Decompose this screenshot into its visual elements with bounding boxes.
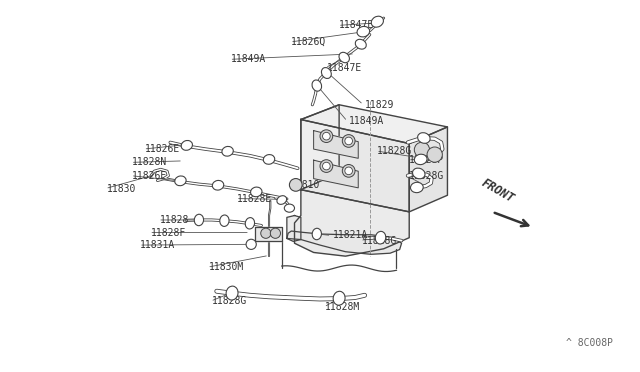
Ellipse shape [375,231,386,244]
Ellipse shape [333,291,345,305]
Text: 11849A: 11849A [231,54,266,64]
Ellipse shape [321,68,332,78]
Ellipse shape [222,147,234,156]
Text: 11828G: 11828G [378,146,413,156]
Ellipse shape [212,180,224,190]
Ellipse shape [181,141,193,150]
Ellipse shape [175,176,186,186]
Circle shape [323,132,330,140]
Polygon shape [301,105,447,144]
Circle shape [427,147,442,162]
Text: 11828F: 11828F [150,228,186,237]
Polygon shape [294,190,409,256]
Text: 11831A: 11831A [140,240,175,250]
Ellipse shape [220,215,229,227]
Text: 11826Q: 11826Q [291,37,326,47]
Ellipse shape [371,16,383,27]
Text: 11828M: 11828M [325,302,360,312]
Ellipse shape [418,133,430,143]
Text: 11829: 11829 [365,100,394,110]
Ellipse shape [277,196,287,204]
Text: 11828: 11828 [159,215,189,225]
Ellipse shape [339,52,349,63]
Text: 11828G: 11828G [212,296,247,306]
Ellipse shape [195,214,204,226]
Circle shape [342,164,355,177]
Text: 11847E: 11847E [326,63,362,73]
Text: 11821A: 11821A [333,231,368,240]
Ellipse shape [226,286,238,300]
Text: 11830M: 11830M [209,262,244,272]
Text: 11828P: 11828P [409,155,444,165]
Text: 11828G: 11828G [409,171,444,182]
Polygon shape [314,160,358,188]
Ellipse shape [413,168,425,179]
Ellipse shape [312,228,321,240]
Text: 11849A: 11849A [349,116,384,126]
Polygon shape [301,119,409,212]
Text: 11810: 11810 [291,180,321,190]
Text: 11828G: 11828G [362,235,397,246]
Polygon shape [409,127,447,212]
Text: 11847E: 11847E [339,20,374,31]
Ellipse shape [355,39,366,49]
Circle shape [289,179,302,191]
Ellipse shape [251,187,262,197]
Circle shape [320,130,333,142]
Ellipse shape [357,26,370,37]
Polygon shape [255,227,282,241]
Circle shape [270,228,280,238]
Circle shape [323,162,330,170]
Text: FRONT: FRONT [479,176,516,205]
Text: 11828E: 11828E [237,193,273,203]
Circle shape [246,239,256,249]
Circle shape [342,135,355,147]
Ellipse shape [410,182,423,193]
Ellipse shape [284,204,294,212]
Ellipse shape [245,218,255,229]
Ellipse shape [414,154,427,165]
Text: ^ 8C008P: ^ 8C008P [566,338,613,348]
Circle shape [414,142,429,157]
Ellipse shape [263,155,275,164]
Circle shape [320,160,333,172]
Polygon shape [301,105,339,190]
Circle shape [260,228,271,238]
Polygon shape [287,231,401,254]
Text: 11826E: 11826E [132,171,167,181]
Text: 11830: 11830 [106,184,136,193]
Text: 11826E: 11826E [145,144,180,154]
Text: 11828N: 11828N [132,157,167,167]
Circle shape [345,167,353,175]
Circle shape [345,137,353,145]
Polygon shape [314,131,358,158]
Ellipse shape [312,80,321,91]
Polygon shape [287,215,301,241]
